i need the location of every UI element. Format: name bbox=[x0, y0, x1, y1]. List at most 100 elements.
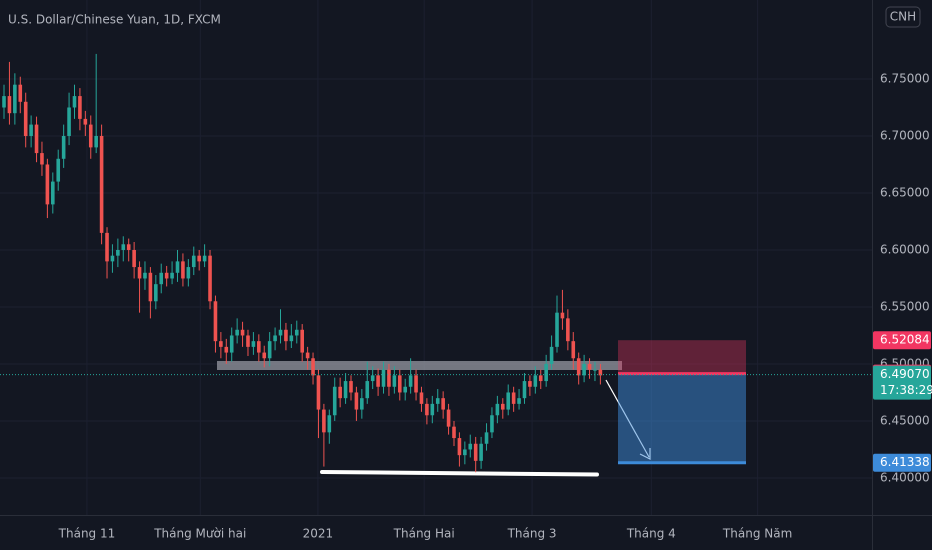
candle-body bbox=[473, 443, 478, 461]
candle-body bbox=[582, 363, 586, 376]
candle-body bbox=[414, 375, 418, 393]
candle-body bbox=[278, 329, 283, 336]
candle-body bbox=[164, 272, 169, 279]
candle-body bbox=[7, 96, 12, 114]
candle-body bbox=[51, 181, 55, 205]
candle-body bbox=[305, 352, 310, 359]
candle-body bbox=[289, 335, 294, 342]
candle-body bbox=[370, 375, 375, 382]
candle-body bbox=[186, 267, 191, 279]
candle-body bbox=[468, 443, 473, 450]
candle-body bbox=[517, 398, 521, 404]
candle-body bbox=[392, 375, 397, 387]
candle-body bbox=[376, 375, 380, 387]
candle-body bbox=[495, 403, 500, 416]
candle-body bbox=[105, 232, 109, 262]
price-badge bbox=[873, 365, 931, 400]
candle-body bbox=[202, 255, 207, 262]
target-zone bbox=[618, 373, 746, 463]
candle-body bbox=[425, 403, 429, 416]
candle-body bbox=[284, 329, 288, 342]
candle-body bbox=[132, 249, 136, 268]
candle-body bbox=[560, 312, 565, 319]
price-badge-label: 6.41338 bbox=[880, 455, 930, 469]
candle-body bbox=[322, 409, 326, 433]
candle-body bbox=[67, 107, 71, 136]
candle-body bbox=[457, 438, 462, 456]
candle-body bbox=[159, 272, 164, 285]
candle-body bbox=[224, 346, 229, 353]
candle-body bbox=[181, 261, 185, 279]
candle-body bbox=[349, 381, 353, 393]
y-tick-label: 6.65000 bbox=[880, 185, 930, 199]
candle-body bbox=[137, 267, 142, 279]
candle-body bbox=[544, 363, 548, 382]
candle-body bbox=[549, 346, 554, 364]
candle-body bbox=[116, 249, 120, 256]
candle-body bbox=[229, 335, 234, 353]
candle-body bbox=[240, 329, 245, 336]
candle-body bbox=[430, 403, 435, 416]
candle-body bbox=[441, 398, 445, 410]
candle-body bbox=[78, 96, 82, 119]
stop-zone bbox=[618, 340, 746, 374]
candle-body bbox=[143, 272, 147, 279]
candle-body bbox=[56, 158, 61, 182]
candle-body bbox=[538, 375, 543, 382]
resistance-zone bbox=[217, 361, 622, 370]
x-tick-label: 2021 bbox=[303, 527, 334, 541]
candle-body bbox=[213, 301, 218, 342]
overlay bbox=[0, 340, 872, 465]
symbol-badge-box bbox=[885, 6, 921, 28]
candle-body bbox=[522, 381, 527, 399]
candle-body bbox=[294, 329, 299, 336]
candle-body bbox=[338, 386, 342, 399]
candle-body bbox=[576, 358, 581, 376]
candle-body bbox=[175, 261, 180, 273]
candle-body bbox=[262, 352, 267, 359]
candle-body bbox=[197, 255, 201, 262]
candle-body bbox=[251, 341, 256, 347]
y-tick-label: 6.45000 bbox=[880, 413, 930, 427]
candle-body bbox=[311, 358, 315, 376]
candle-body bbox=[354, 392, 359, 410]
candle-body bbox=[18, 84, 23, 102]
candle-body bbox=[381, 369, 386, 387]
candle-body bbox=[566, 318, 570, 342]
candle-body bbox=[500, 403, 505, 410]
candle-body bbox=[148, 272, 153, 302]
y-tick-label: 6.60000 bbox=[880, 242, 930, 256]
candle-body bbox=[72, 96, 77, 108]
candle-body bbox=[435, 398, 440, 404]
candle-body bbox=[408, 375, 413, 387]
candle-body bbox=[490, 415, 494, 433]
candle-body bbox=[83, 118, 88, 125]
candles bbox=[2, 53, 603, 473]
candle-body bbox=[479, 443, 483, 461]
candle-body bbox=[267, 341, 272, 359]
candle-body bbox=[316, 375, 321, 410]
candle-body bbox=[587, 363, 592, 370]
candle-body bbox=[446, 409, 451, 427]
candle-body bbox=[208, 255, 212, 302]
candle-body bbox=[484, 432, 489, 444]
candle-body bbox=[571, 341, 576, 359]
candle-body bbox=[45, 164, 50, 205]
candle-body bbox=[257, 341, 261, 353]
candle-body bbox=[533, 375, 538, 387]
candle-body bbox=[99, 135, 104, 233]
candle-body bbox=[463, 449, 467, 456]
candle-body bbox=[219, 341, 223, 347]
candle-body bbox=[397, 375, 402, 393]
candle-body bbox=[360, 398, 364, 410]
candle-body bbox=[506, 392, 511, 410]
x-tick-label: Tháng 11 bbox=[58, 527, 116, 541]
support-line bbox=[320, 470, 599, 477]
candle-body bbox=[154, 284, 158, 302]
candle-body bbox=[235, 329, 239, 336]
candle-body bbox=[88, 124, 93, 148]
x-tick-label: Tháng Mười hai bbox=[153, 527, 246, 541]
candle-body bbox=[593, 369, 597, 371]
